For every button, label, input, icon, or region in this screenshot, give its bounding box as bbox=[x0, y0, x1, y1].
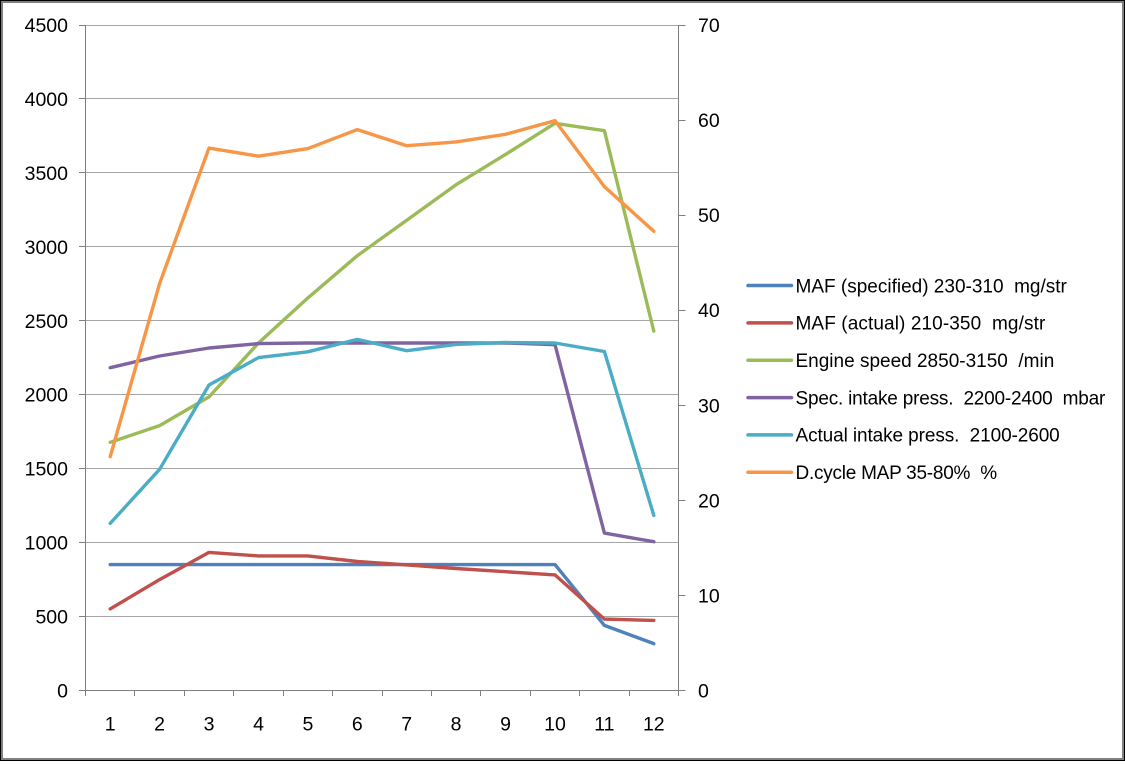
svg-text:2: 2 bbox=[154, 713, 165, 735]
svg-text:MAF (actual) 210-350 mg/str: MAF (actual) 210-350 mg/str bbox=[796, 314, 1046, 335]
svg-text:11: 11 bbox=[594, 713, 614, 735]
svg-text:5: 5 bbox=[302, 713, 313, 735]
svg-text:Engine speed 2850-3150 /min: Engine speed 2850-3150 /min bbox=[796, 351, 1055, 372]
svg-text:1000: 1000 bbox=[25, 533, 69, 555]
svg-text:D.cycle MAP 35-80% %: D.cycle MAP 35-80% % bbox=[796, 463, 998, 484]
svg-text:2000: 2000 bbox=[25, 385, 69, 407]
svg-text:3: 3 bbox=[204, 713, 215, 735]
svg-text:0: 0 bbox=[698, 681, 709, 703]
svg-text:10: 10 bbox=[544, 713, 566, 735]
svg-text:3000: 3000 bbox=[25, 237, 69, 259]
svg-text:Spec. intake press. 2200-2400: Spec. intake press. 2200-2400 mbar bbox=[796, 388, 1107, 409]
svg-text:1: 1 bbox=[105, 713, 116, 735]
svg-text:12: 12 bbox=[643, 713, 665, 735]
svg-text:3500: 3500 bbox=[25, 163, 69, 185]
svg-text:0: 0 bbox=[57, 681, 68, 703]
svg-text:MAF (specified) 230-310 mg/st: MAF (specified) 230-310 mg/str bbox=[796, 276, 1068, 297]
svg-text:10: 10 bbox=[698, 585, 720, 607]
svg-text:500: 500 bbox=[35, 607, 68, 629]
svg-text:1500: 1500 bbox=[25, 459, 69, 481]
svg-text:60: 60 bbox=[698, 110, 720, 132]
svg-text:4: 4 bbox=[253, 713, 264, 735]
svg-text:50: 50 bbox=[698, 205, 720, 227]
svg-text:40: 40 bbox=[698, 300, 720, 322]
svg-text:Actual intake press. 2100-260: Actual intake press. 2100-2600 bbox=[796, 426, 1060, 447]
svg-text:8: 8 bbox=[451, 713, 462, 735]
svg-text:4500: 4500 bbox=[25, 15, 69, 37]
svg-text:7: 7 bbox=[401, 713, 412, 735]
svg-text:20: 20 bbox=[698, 490, 720, 512]
svg-text:4000: 4000 bbox=[25, 89, 69, 111]
svg-text:2500: 2500 bbox=[25, 311, 69, 333]
svg-text:70: 70 bbox=[698, 15, 720, 37]
svg-text:6: 6 bbox=[352, 713, 363, 735]
svg-text:9: 9 bbox=[500, 713, 511, 735]
svg-text:30: 30 bbox=[698, 395, 720, 417]
